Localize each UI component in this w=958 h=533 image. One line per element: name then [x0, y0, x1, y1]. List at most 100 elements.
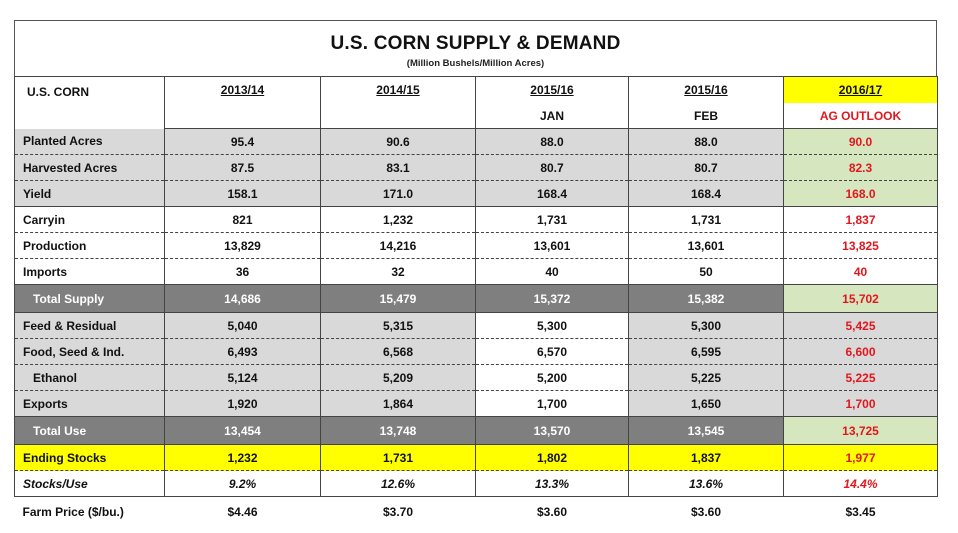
- value-cell: 90.6: [320, 128, 476, 155]
- column-header: 2015/16: [475, 76, 629, 103]
- column-year: 2016/17: [838, 83, 883, 97]
- value-cell: 5,300: [475, 312, 629, 339]
- value-cell: 13,601: [475, 232, 629, 259]
- corn-supply-demand-table: U.S. CORN SUPPLY & DEMAND (Million Bushe…: [14, 20, 938, 527]
- value-cell: 5,124: [164, 364, 321, 391]
- value-cell: 13,545: [628, 416, 784, 445]
- title-block: U.S. CORN SUPPLY & DEMAND (Million Bushe…: [14, 20, 937, 76]
- value-cell: 1,802: [475, 444, 629, 471]
- value-cell: 80.7: [628, 154, 784, 181]
- value-cell: 5,300: [628, 312, 784, 339]
- value-cell: 13,725: [783, 416, 938, 445]
- row-label: Stocks/Use: [14, 470, 165, 497]
- value-cell: 5,209: [320, 364, 476, 391]
- row-label: Harvested Acres: [14, 154, 165, 181]
- value-cell: 168.4: [628, 180, 784, 207]
- value-cell: 15,382: [628, 284, 784, 313]
- row-label: Feed & Residual: [14, 312, 165, 339]
- value-cell: 6,600: [783, 338, 938, 365]
- value-cell: $4.46: [164, 496, 321, 527]
- value-cell: 171.0: [320, 180, 476, 207]
- column-year: 2015/16: [530, 83, 574, 97]
- value-cell: 14,686: [164, 284, 321, 313]
- table-row-production: Production 13,829 14,216 13,601 13,601 13,825: [14, 232, 938, 259]
- header-row: U.S. CORN 2013/14 2014/15 2015/16 2015/16 201…: [14, 76, 938, 129]
- header-label: U.S. CORN: [14, 76, 165, 129]
- value-cell: $3.70: [320, 496, 476, 527]
- table-row-feed-residual: Feed & Residual 5,040 5,315 5,300 5,300 5,425: [14, 312, 938, 339]
- value-cell: $3.60: [475, 496, 629, 527]
- data-table: U.S. CORN 2013/14 2014/15 2015/16 2015/16 201…: [14, 76, 938, 527]
- value-cell: 14.4%: [783, 470, 938, 497]
- value-cell: 9.2%: [164, 470, 321, 497]
- value-cell: 95.4: [164, 128, 321, 155]
- value-cell: 15,702: [783, 284, 938, 313]
- value-cell: 1,700: [475, 390, 629, 417]
- value-cell: 6,493: [164, 338, 321, 365]
- table-row-imports: Imports 36 32 40 50 40: [14, 258, 938, 285]
- value-cell: 1,700: [783, 390, 938, 417]
- value-cell: 1,650: [628, 390, 784, 417]
- value-cell: 168.0: [783, 180, 938, 207]
- table-subtitle: (Million Bushels/Million Acres): [406, 58, 545, 69]
- column-subheader: JAN: [475, 103, 629, 129]
- row-label: Yield: [14, 180, 165, 207]
- row-label: Total Use: [14, 416, 165, 445]
- value-cell: 5,225: [783, 364, 938, 391]
- value-cell: 14,216: [320, 232, 476, 259]
- row-label: Planted Acres: [14, 128, 165, 155]
- column-subheader: FEB: [628, 103, 784, 129]
- value-cell: 13,829: [164, 232, 321, 259]
- value-cell: 83.1: [320, 154, 476, 181]
- value-cell: $3.45: [783, 496, 938, 527]
- value-cell: 1,232: [164, 444, 321, 471]
- row-label: Total Supply: [14, 284, 165, 313]
- value-cell: 1,731: [320, 444, 476, 471]
- value-cell: 88.0: [628, 128, 784, 155]
- value-cell: 1,837: [628, 444, 784, 471]
- value-cell: 1,731: [475, 206, 629, 233]
- value-cell: 82.3: [783, 154, 938, 181]
- row-label: Ethanol: [14, 364, 165, 391]
- value-cell: 168.4: [475, 180, 629, 207]
- value-cell: 6,595: [628, 338, 784, 365]
- value-cell: 158.1: [164, 180, 321, 207]
- value-cell: 13,570: [475, 416, 629, 445]
- value-cell: 6,568: [320, 338, 476, 365]
- table-row-food-seed-ind: Food, Seed & Ind. 6,493 6,568 6,570 6,595 6,6…: [14, 338, 938, 365]
- value-cell: 13,601: [628, 232, 784, 259]
- column-header: 2015/16: [628, 76, 784, 103]
- row-label: Food, Seed & Ind.: [14, 338, 165, 365]
- value-cell: 1,232: [320, 206, 476, 233]
- column-subheader: [320, 103, 476, 129]
- header-subrow: JAN FEB AG OUTLOOK: [15, 103, 938, 129]
- value-cell: 88.0: [475, 128, 629, 155]
- value-cell: 1,977: [783, 444, 938, 471]
- value-cell: 13,748: [320, 416, 476, 445]
- value-cell: 1,837: [783, 206, 938, 233]
- row-label: Imports: [14, 258, 165, 285]
- table-row-yield: Yield 158.1 171.0 168.4 168.4 168.0: [14, 180, 938, 207]
- column-header: 2016/17: [783, 76, 938, 103]
- table-row-carryin: Carryin 821 1,232 1,731 1,731 1,837: [14, 206, 938, 233]
- column-year: 2015/16: [684, 83, 728, 97]
- column-subheader: AG OUTLOOK: [783, 103, 938, 129]
- value-cell: 13,825: [783, 232, 938, 259]
- value-cell: 12.6%: [320, 470, 476, 497]
- column-header: 2014/15: [320, 76, 476, 103]
- value-cell: 36: [164, 258, 321, 285]
- value-cell: 80.7: [475, 154, 629, 181]
- value-cell: 40: [783, 258, 938, 285]
- table-row-total-use: Total Use 13,454 13,748 13,570 13,545 13,725: [14, 416, 938, 445]
- value-cell: $3.60: [628, 496, 784, 527]
- value-cell: 821: [164, 206, 321, 233]
- column-year: 2013/14: [220, 83, 265, 97]
- table-row-exports: Exports 1,920 1,864 1,700 1,650 1,700: [14, 390, 938, 417]
- table-row-planted-acres: Planted Acres 95.4 90.6 88.0 88.0 90.0: [14, 128, 938, 155]
- row-label: Carryin: [14, 206, 165, 233]
- value-cell: 1,864: [320, 390, 476, 417]
- value-cell: 15,372: [475, 284, 629, 313]
- value-cell: 5,425: [783, 312, 938, 339]
- table-row-stocks-use: Stocks/Use 9.2% 12.6% 13.3% 13.6% 14.4%: [14, 470, 938, 497]
- value-cell: 90.0: [783, 128, 938, 155]
